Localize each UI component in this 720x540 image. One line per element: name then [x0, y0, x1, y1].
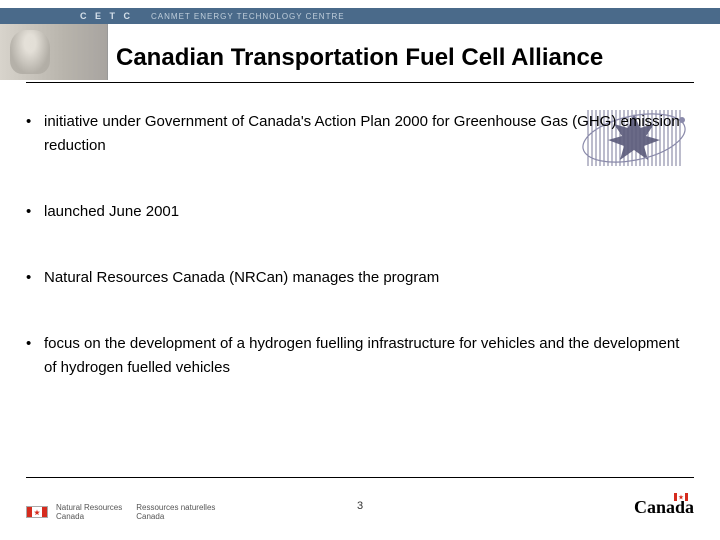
list-item: • launched June 2001: [26, 200, 694, 224]
footer-rule: [26, 477, 694, 478]
header-photo-strip: [0, 24, 108, 80]
dept-name-en: Natural Resources Canada: [56, 503, 122, 522]
bullet-icon: •: [26, 266, 44, 290]
list-item: • initiative under Government of Canada'…: [26, 110, 694, 158]
canada-flag-icon: [26, 506, 48, 518]
canada-wordmark-container: Canada: [634, 497, 694, 518]
page-number: 3: [357, 500, 363, 512]
bullet-icon: •: [26, 200, 44, 224]
dept-name-fr: Ressources naturelles Canada: [136, 503, 215, 522]
list-item: • Natural Resources Canada (NRCan) manag…: [26, 266, 694, 290]
bullet-text: launched June 2001: [44, 200, 694, 224]
footer-department-signature: Natural Resources Canada Ressources natu…: [26, 503, 215, 522]
title-underline: [26, 82, 694, 83]
dept-fr-line1: Ressources naturelles: [136, 503, 215, 513]
bullet-list: • initiative under Government of Canada'…: [26, 110, 694, 422]
list-item: • focus on the development of a hydrogen…: [26, 332, 694, 380]
canada-wordmark: Canada: [634, 497, 694, 518]
bullet-icon: •: [26, 110, 44, 158]
bullet-text: initiative under Government of Canada's …: [44, 110, 694, 158]
wordmark-flag-icon: [674, 493, 688, 501]
footer: Natural Resources Canada Ressources natu…: [0, 484, 720, 522]
bullet-text: Natural Resources Canada (NRCan) manages…: [44, 266, 694, 290]
bullet-icon: •: [26, 332, 44, 380]
header-bar: C E T C CANMET ENERGY TECHNOLOGY CENTRE: [0, 8, 720, 24]
bullet-text: focus on the development of a hydrogen f…: [44, 332, 694, 380]
dept-en-line2: Canada: [56, 512, 122, 522]
dept-fr-line2: Canada: [136, 512, 215, 522]
header-org-abbrev: C E T C: [80, 11, 133, 21]
header-org-full: CANMET ENERGY TECHNOLOGY CENTRE: [151, 12, 345, 21]
dept-en-line1: Natural Resources: [56, 503, 122, 513]
slide-title: Canadian Transportation Fuel Cell Allian…: [116, 44, 603, 72]
